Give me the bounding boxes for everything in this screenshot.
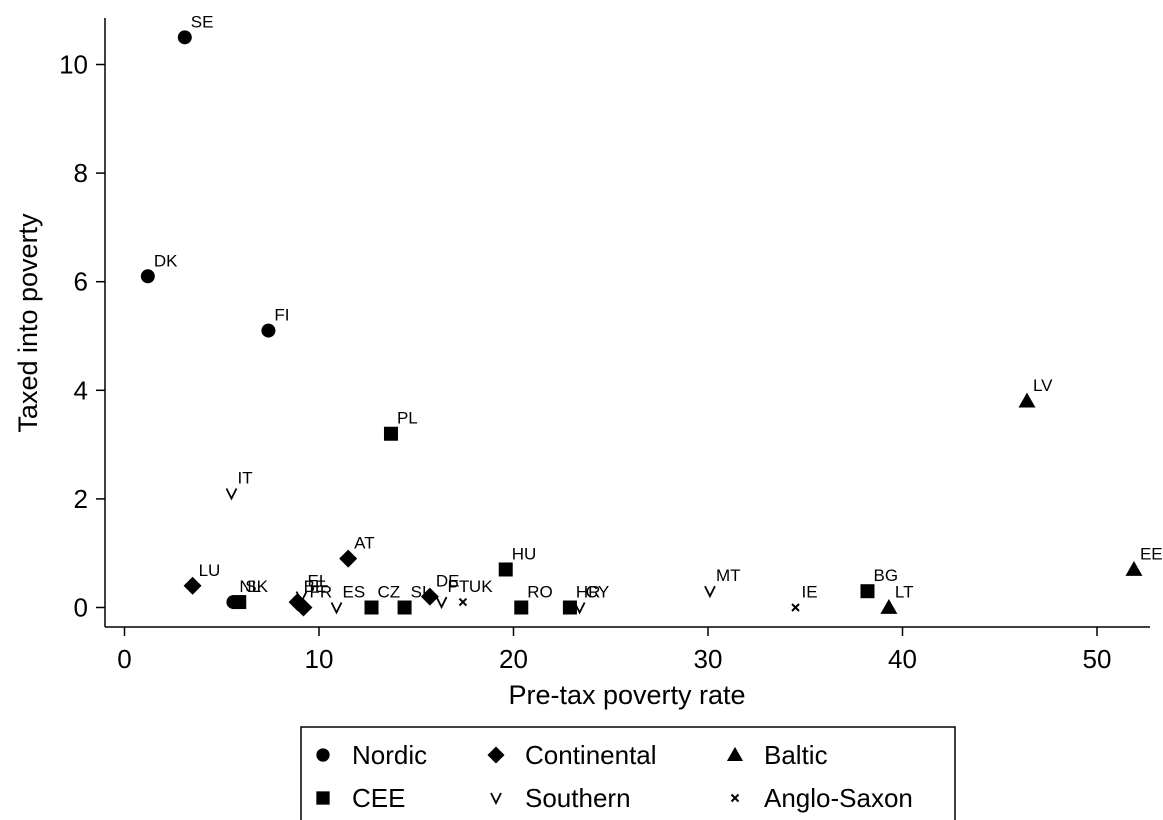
y-tick-label: 0 xyxy=(74,593,88,623)
data-point-el xyxy=(295,591,308,604)
data-point-mt xyxy=(704,585,716,599)
data-point-bg xyxy=(860,584,875,599)
legend-box xyxy=(300,726,956,820)
series-anglo-saxon: UK IE xyxy=(458,577,818,612)
point-label-cy: CY xyxy=(586,583,610,602)
legend-marker-anglo-saxon xyxy=(730,793,740,803)
point-label-pt: PT xyxy=(448,577,470,596)
point-label-el: EL xyxy=(307,572,328,591)
point-label-de: DE xyxy=(436,572,460,591)
y-tick-label: 4 xyxy=(74,375,88,405)
data-point-pl xyxy=(383,426,398,441)
point-label-sk: SK xyxy=(245,577,268,596)
legend-label-nordic: Nordic xyxy=(352,740,427,770)
data-point-uk xyxy=(458,597,468,607)
data-point-pt xyxy=(435,596,448,610)
data-point-fi xyxy=(261,323,276,338)
point-label-si: SI xyxy=(411,583,427,602)
x-tick-label: 20 xyxy=(499,644,528,674)
x-tick-label: 30 xyxy=(694,644,723,674)
legend: Nordic Continental Baltic CEE Southern Anglo-… xyxy=(300,726,956,820)
y-axis-title: Taxed into poverty xyxy=(13,213,43,433)
point-label-ro: RO xyxy=(527,583,553,602)
x-tick-label: 40 xyxy=(888,644,917,674)
series-nordic: SE DK FI NL xyxy=(140,12,290,610)
series-southern: IT EL ES PT CY MT xyxy=(225,468,741,615)
y-ticks: 0 2 4 6 8 10 xyxy=(59,50,105,623)
data-point-ie xyxy=(791,603,800,612)
data-point-sk xyxy=(232,595,247,610)
point-label-lt: LT xyxy=(895,583,914,602)
data-point-si xyxy=(397,600,412,615)
point-label-be: BE xyxy=(304,577,327,596)
point-label-pl: PL xyxy=(397,409,418,428)
data-point-cy xyxy=(573,602,586,615)
data-point-fr xyxy=(294,598,313,617)
series-baltic: LV EE LT xyxy=(880,376,1163,614)
point-label-bg: BG xyxy=(873,566,898,585)
legend-marker-cee xyxy=(316,791,330,805)
data-point-ro xyxy=(514,600,529,615)
x-ticks: 0 10 20 30 40 50 xyxy=(117,627,1111,674)
data-point-lt xyxy=(880,599,898,614)
point-label-ie: IE xyxy=(802,583,818,602)
x-tick-label: 0 xyxy=(117,644,131,674)
data-point-de xyxy=(420,587,439,606)
point-label-fr: FR xyxy=(309,583,332,602)
data-point-es xyxy=(330,602,343,615)
point-label-fi: FI xyxy=(274,306,289,325)
x-tick-label: 50 xyxy=(1083,644,1112,674)
point-label-mt: MT xyxy=(716,566,741,585)
data-point-at xyxy=(339,549,358,568)
data-point-ee xyxy=(1125,560,1143,576)
data-point-se xyxy=(177,30,192,45)
y-tick-label: 8 xyxy=(74,158,88,188)
legend-marker-southern xyxy=(490,792,502,806)
data-point-cz xyxy=(364,600,379,615)
point-label-lv: LV xyxy=(1033,376,1053,395)
y-tick-label: 10 xyxy=(59,50,88,80)
x-axis-title: Pre-tax poverty rate xyxy=(508,680,745,710)
legend-label-baltic: Baltic xyxy=(764,740,828,770)
data-point-it xyxy=(225,488,238,501)
data-point-dk xyxy=(140,269,155,284)
point-label-hu: HU xyxy=(512,544,537,563)
y-tick-label: 2 xyxy=(74,484,88,514)
point-label-at: AT xyxy=(354,534,374,553)
point-label-dk: DK xyxy=(154,251,178,270)
legend-label-southern: Southern xyxy=(525,783,631,813)
point-label-hr: HR xyxy=(576,583,601,602)
point-label-ee: EE xyxy=(1140,544,1163,563)
data-point-hu xyxy=(498,562,513,577)
axes xyxy=(104,18,1150,628)
data-point-hr xyxy=(562,600,577,615)
legend-label-continental: Continental xyxy=(525,740,657,770)
point-label-nl: NL xyxy=(239,577,261,596)
point-label-it: IT xyxy=(237,468,252,487)
legend-marker-nordic xyxy=(316,748,330,762)
point-label-cz: CZ xyxy=(378,583,401,602)
legend-marker-continental xyxy=(487,746,505,764)
data-point-lu xyxy=(183,576,202,595)
point-label-es: ES xyxy=(343,583,366,602)
point-label-uk: UK xyxy=(469,577,493,596)
legend-label-cee: CEE xyxy=(352,783,405,813)
point-label-lu: LU xyxy=(199,561,221,580)
y-tick-label: 6 xyxy=(74,267,88,297)
data-point-lv xyxy=(1018,392,1036,408)
point-label-se: SE xyxy=(191,12,214,31)
x-tick-label: 10 xyxy=(305,644,334,674)
series-cee: PL HU SK CZ SI RO HR BG xyxy=(232,409,898,615)
legend-marker-baltic xyxy=(726,746,744,762)
legend-label-anglo-saxon: Anglo-Saxon xyxy=(764,783,913,813)
